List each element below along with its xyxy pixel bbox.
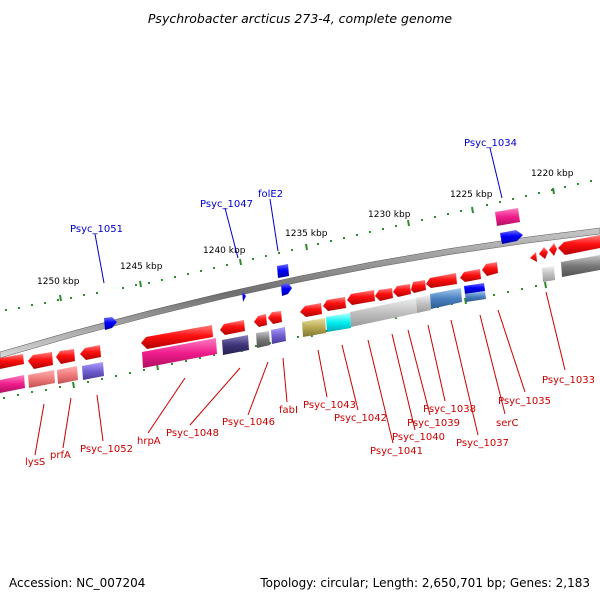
label-psyc-1042[interactable]: Psyc_1042 [334, 413, 387, 424]
gene-psyc-1047[interactable] [242, 291, 246, 302]
gene-fole2-a[interactable] [277, 264, 289, 278]
scale-label-1225: 1225 kbp [450, 190, 493, 200]
reverse-genes-row1 [0, 235, 600, 369]
gene-row1-17[interactable] [482, 262, 498, 276]
reverse-label-leaders [34, 291, 566, 456]
label-psyc-1039[interactable]: Psyc_1039 [407, 418, 460, 429]
gene-row2-03[interactable] [57, 366, 78, 384]
label-psyc-1035[interactable]: Psyc_1035 [498, 396, 551, 407]
gene-row2-09[interactable] [302, 318, 326, 337]
gene-psyc-1034-pink[interactable] [495, 208, 520, 226]
gene-row1-11[interactable] [347, 290, 375, 305]
label-serc[interactable]: serC [496, 418, 518, 429]
gene-row2-07[interactable] [256, 331, 270, 348]
gene-row2-06[interactable] [222, 335, 249, 355]
label-psyc-1052[interactable]: Psyc_1052 [80, 444, 133, 455]
gene-row1-08[interactable] [268, 311, 282, 324]
label-psyc-1041[interactable]: Psyc_1041 [370, 446, 423, 457]
gene-row1-14[interactable] [411, 280, 426, 293]
gene-row2-12[interactable] [416, 295, 431, 313]
gene-row2-05[interactable] [142, 338, 217, 368]
gene-row2-16[interactable] [542, 266, 555, 282]
label-psyc-1047[interactable]: Psyc_1047 [200, 199, 253, 210]
label-psyc-1037[interactable]: Psyc_1037 [456, 438, 509, 449]
gene-row2-02[interactable] [28, 370, 55, 388]
gene-row1-16[interactable] [460, 269, 481, 282]
gene-psyc-1051[interactable] [104, 317, 117, 330]
label-hrpa[interactable]: hrpA [137, 436, 161, 447]
gene-row2-04[interactable] [82, 362, 104, 380]
gene-row1-15[interactable] [426, 273, 457, 288]
label-psyc-1034[interactable]: Psyc_1034 [464, 138, 517, 149]
label-psyc-1033[interactable]: Psyc_1033 [542, 375, 595, 386]
label-psyc-1038[interactable]: Psyc_1038 [423, 404, 476, 415]
gene-row1-05[interactable] [141, 325, 213, 349]
gene-row1-13[interactable] [393, 284, 411, 297]
scale-label-1235: 1235 kbp [285, 229, 328, 239]
gene-row1-01[interactable] [0, 354, 24, 369]
gene-row2-10[interactable] [326, 313, 351, 332]
forward-label-leaders [94, 147, 503, 284]
gene-row1-21[interactable] [558, 235, 600, 255]
gene-row1-09[interactable] [300, 303, 322, 317]
gene-row2-13[interactable] [430, 288, 462, 309]
label-psyc-1048[interactable]: Psyc_1048 [166, 428, 219, 439]
gene-fole2-b[interactable] [281, 283, 292, 296]
outer-scale-ring [5, 180, 592, 311]
gene-row1-18[interactable] [530, 252, 537, 262]
forward-genes [104, 208, 523, 330]
gene-row2-15[interactable] [465, 291, 486, 302]
accession-text: Accession: NC_007204 [9, 576, 146, 590]
gene-row2-17[interactable] [561, 255, 600, 277]
scale-label-1245: 1245 kbp [120, 262, 163, 272]
genome-stats-text: Topology: circular; Length: 2,650,701 bp… [260, 576, 590, 590]
gene-row1-20[interactable] [549, 243, 557, 256]
label-psyc-1040[interactable]: Psyc_1040 [392, 432, 445, 443]
reverse-genes-row2 [0, 255, 600, 393]
label-psyc-1046[interactable]: Psyc_1046 [222, 417, 275, 428]
genome-backbone [0, 227, 600, 359]
gene-row2-01[interactable] [0, 375, 25, 393]
gene-row1-03[interactable] [56, 349, 75, 364]
scale-label-1240: 1240 kbp [203, 246, 246, 256]
label-lyss[interactable]: lysS [25, 457, 45, 468]
scale-label-1250: 1250 kbp [37, 277, 80, 287]
gene-row1-10[interactable] [323, 297, 346, 311]
scale-label-1220: 1220 kbp [531, 169, 574, 179]
gene-row1-02[interactable] [28, 352, 53, 369]
gene-row2-14[interactable] [464, 283, 485, 294]
label-psyc-1043[interactable]: Psyc_1043 [303, 400, 356, 411]
label-fabi[interactable]: fabI [279, 405, 298, 416]
gene-row1-19[interactable] [539, 247, 548, 259]
label-prfa[interactable]: prfA [50, 450, 71, 461]
label-fole2[interactable]: folE2 [258, 189, 283, 200]
gene-row1-07[interactable] [254, 314, 267, 327]
gene-row2-11[interactable] [350, 298, 417, 327]
scale-label-1230: 1230 kbp [368, 210, 411, 220]
gene-row1-12[interactable] [375, 288, 393, 301]
gene-row1-04[interactable] [80, 345, 101, 360]
outer-major-ticks [59, 187, 555, 302]
map-title: Psychrobacter arcticus 273-4, complete g… [148, 11, 453, 26]
label-psyc-1051[interactable]: Psyc_1051 [70, 224, 123, 235]
gene-psyc-1034[interactable] [500, 230, 523, 244]
gene-row2-08[interactable] [271, 327, 286, 344]
gene-row1-06[interactable] [220, 320, 245, 335]
